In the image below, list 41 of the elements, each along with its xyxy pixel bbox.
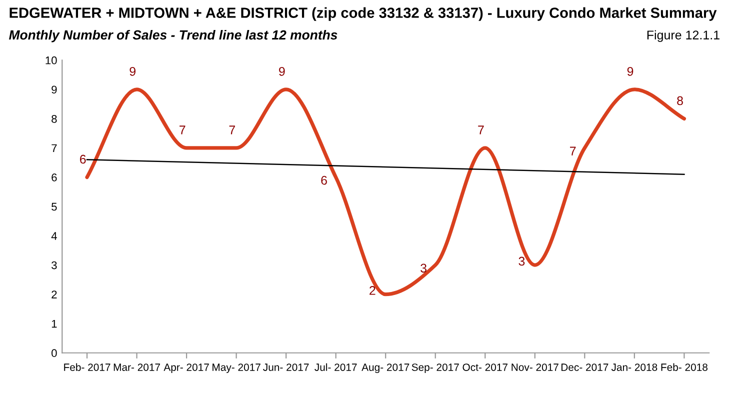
x-tick-label: Jun- 2017 [263, 364, 309, 371]
y-tick-label: 3 [52, 261, 57, 270]
x-tick-label: Oct- 2017 [462, 364, 508, 371]
x-tick-label: Nov- 2017 [512, 364, 558, 371]
y-tick-label: 6 [52, 174, 57, 182]
x-tick-label: Jan- 2018 [611, 364, 658, 371]
x-tick-label: Feb- 2017 [64, 363, 110, 371]
y-tick-label: 9 [52, 86, 57, 94]
chart-subtitle: Monthly Number of Sales - Trend line last 12 months [9, 30, 338, 42]
x-tick-label: Mar- 2017 [114, 364, 160, 371]
x-tick-label: May- 2017 [212, 364, 260, 374]
line-series [85, 88, 686, 296]
data-label: 2 [370, 286, 376, 295]
data-label: 7 [570, 146, 576, 156]
x-tick-label: Jul- 2017 [314, 363, 357, 371]
x-tick-label: Dec- 2017 [561, 364, 608, 371]
data-label: 6 [321, 176, 327, 185]
y-tick-label: 5 [52, 202, 57, 211]
y-tick-label: 0 [52, 349, 57, 358]
data-label: 7 [478, 126, 484, 134]
x-tick-label: Feb- 2018 [661, 363, 708, 371]
y-tick-label: 1 [52, 320, 57, 328]
data-label: 3 [518, 256, 525, 266]
data-label: 6 [80, 154, 86, 164]
data-label: 7 [180, 126, 186, 134]
y-tick-label: 10 [46, 56, 57, 64]
data-label: 9 [279, 66, 285, 76]
data-label: 7 [229, 126, 235, 134]
data-label: 3 [420, 264, 426, 273]
y-tick-label: 8 [52, 114, 57, 123]
x-tick-label: Apr- 2017 [164, 364, 209, 374]
caption: Figure 12.1.1 [647, 30, 720, 42]
data-label: 8 [677, 96, 683, 106]
x-tick-label: Aug- 2017 [362, 364, 410, 374]
chart-title: EDGEWATER + MIDTOWN + A&E DISTRICT (zip code 33132 & 33137) - Luxury Condo Market Summary [10, 7, 717, 21]
y-tick-label: 7 [52, 144, 57, 152]
y-tick-label: 2 [52, 290, 57, 298]
data-label: 9 [130, 66, 136, 76]
y-tick-label: 4 [51, 232, 57, 240]
x-tick-label: Sep- 2017 [412, 364, 459, 374]
data-label: 9 [627, 66, 634, 76]
